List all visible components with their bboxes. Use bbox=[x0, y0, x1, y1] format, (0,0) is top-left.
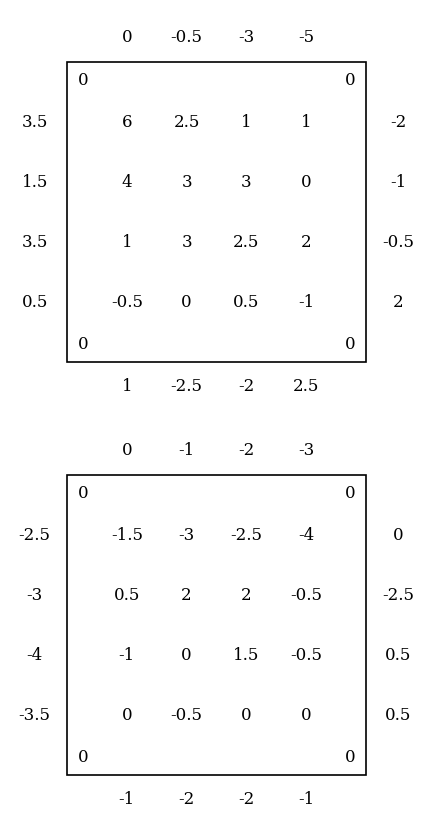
Text: -2: -2 bbox=[178, 791, 195, 809]
Text: -1: -1 bbox=[390, 173, 407, 191]
Text: 0: 0 bbox=[122, 707, 132, 724]
Text: -3.5: -3.5 bbox=[19, 707, 51, 724]
Text: -1: -1 bbox=[119, 791, 135, 809]
Text: 0.5: 0.5 bbox=[114, 586, 140, 604]
Text: -5: -5 bbox=[298, 29, 314, 46]
Text: 0: 0 bbox=[241, 707, 252, 724]
Text: -0.5: -0.5 bbox=[171, 29, 203, 46]
Text: 0: 0 bbox=[181, 647, 192, 664]
Text: 0: 0 bbox=[78, 336, 89, 353]
Text: -1: -1 bbox=[119, 647, 135, 664]
Text: 3: 3 bbox=[181, 234, 192, 251]
Text: 0: 0 bbox=[181, 294, 192, 311]
Text: 2.5: 2.5 bbox=[233, 234, 259, 251]
Text: -4: -4 bbox=[26, 647, 43, 664]
Text: 1: 1 bbox=[122, 378, 132, 396]
Text: -2: -2 bbox=[238, 791, 255, 809]
Text: -2: -2 bbox=[238, 378, 255, 396]
Text: 0: 0 bbox=[78, 485, 89, 501]
Bar bbox=[67, 62, 366, 363]
Text: 0.5: 0.5 bbox=[385, 647, 411, 664]
Text: -2: -2 bbox=[238, 442, 255, 459]
Text: -1.5: -1.5 bbox=[111, 527, 143, 544]
Text: 2.5: 2.5 bbox=[293, 378, 319, 396]
Text: -0.5: -0.5 bbox=[290, 586, 322, 604]
Text: 2: 2 bbox=[241, 586, 252, 604]
Text: 3.5: 3.5 bbox=[22, 114, 48, 131]
Text: 4: 4 bbox=[122, 173, 132, 191]
Text: -4: -4 bbox=[298, 527, 314, 544]
Text: 0: 0 bbox=[344, 72, 355, 88]
Text: 0: 0 bbox=[301, 707, 311, 724]
Text: 0: 0 bbox=[78, 749, 89, 766]
Text: -3: -3 bbox=[298, 442, 314, 459]
Text: -1: -1 bbox=[298, 294, 314, 311]
Text: 1: 1 bbox=[122, 234, 132, 251]
Text: 1: 1 bbox=[241, 114, 252, 131]
Text: -3: -3 bbox=[26, 586, 43, 604]
Text: 2: 2 bbox=[181, 586, 192, 604]
Text: -2: -2 bbox=[390, 114, 407, 131]
Text: 0: 0 bbox=[344, 336, 355, 353]
Text: 3.5: 3.5 bbox=[22, 234, 48, 251]
Text: 3: 3 bbox=[241, 173, 252, 191]
Text: 0: 0 bbox=[122, 29, 132, 46]
Text: -1: -1 bbox=[178, 442, 195, 459]
Text: 0.5: 0.5 bbox=[22, 294, 48, 311]
Text: -2.5: -2.5 bbox=[230, 527, 262, 544]
Text: -0.5: -0.5 bbox=[382, 234, 414, 251]
Text: -0.5: -0.5 bbox=[111, 294, 143, 311]
Text: 0: 0 bbox=[344, 749, 355, 766]
Text: -0.5: -0.5 bbox=[171, 707, 203, 724]
Text: -0.5: -0.5 bbox=[290, 647, 322, 664]
Text: -3: -3 bbox=[238, 29, 255, 46]
Text: -1: -1 bbox=[298, 791, 314, 809]
Text: -3: -3 bbox=[178, 527, 195, 544]
Bar bbox=[67, 475, 366, 776]
Text: 0: 0 bbox=[344, 485, 355, 501]
Text: 0.5: 0.5 bbox=[233, 294, 259, 311]
Text: 2: 2 bbox=[393, 294, 404, 311]
Text: -2.5: -2.5 bbox=[171, 378, 203, 396]
Text: 1: 1 bbox=[301, 114, 311, 131]
Text: 0: 0 bbox=[393, 527, 404, 544]
Text: -2.5: -2.5 bbox=[19, 527, 51, 544]
Text: 1.5: 1.5 bbox=[22, 173, 48, 191]
Text: -2.5: -2.5 bbox=[382, 586, 414, 604]
Text: 1.5: 1.5 bbox=[233, 647, 259, 664]
Text: 0.5: 0.5 bbox=[385, 707, 411, 724]
Text: 3: 3 bbox=[181, 173, 192, 191]
Text: 0: 0 bbox=[122, 442, 132, 459]
Text: 0: 0 bbox=[301, 173, 311, 191]
Text: 6: 6 bbox=[122, 114, 132, 131]
Text: 2: 2 bbox=[301, 234, 311, 251]
Text: 2.5: 2.5 bbox=[174, 114, 200, 131]
Text: 0: 0 bbox=[78, 72, 89, 88]
